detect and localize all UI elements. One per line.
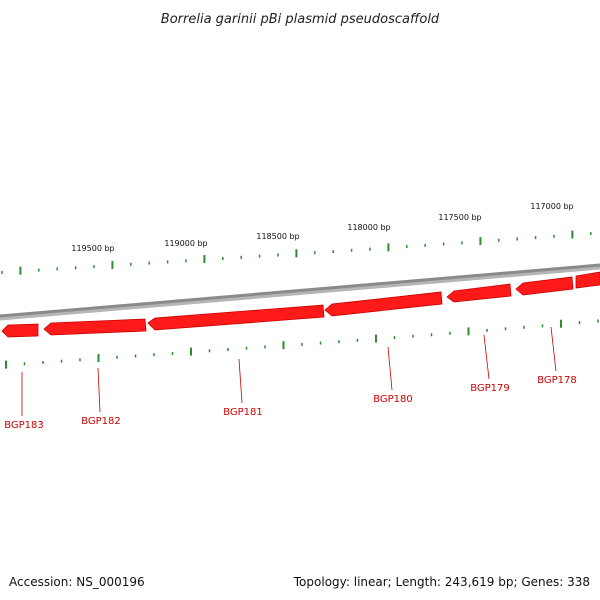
leader-bgp180 [387, 346, 393, 391]
gene-arrow-bgp178[interactable] [515, 276, 574, 296]
gene-label-bgp181[interactable]: BGP181 [223, 407, 263, 418]
gene-arrow-bgp183[interactable] [1, 323, 39, 338]
scale-label-118000: 118000 bp [347, 223, 390, 232]
leader-bgp182 [97, 367, 101, 413]
gene-arrow-bgp180[interactable] [324, 291, 443, 317]
scale-label-118500: 118500 bp [256, 232, 299, 241]
backbone-track [0, 263, 600, 318]
scale-labels: 119500 bp 119000 bp 118500 bp 118000 bp … [71, 202, 573, 253]
scale-label-117000: 117000 bp [530, 202, 573, 211]
gene-label-leaders [21, 326, 557, 416]
outer-tick-marks [1, 230, 592, 275]
scale-label-119500: 119500 bp [71, 244, 114, 253]
scale-label-119000: 119000 bp [164, 239, 207, 248]
backbone-shadow [0, 264, 600, 321]
gene-label-bgp178[interactable]: BGP178 [537, 375, 577, 386]
leader-bgp179 [483, 334, 490, 380]
gene-arrow-bgp181[interactable] [147, 304, 325, 331]
scale-label-117500: 117500 bp [438, 213, 481, 222]
gene-labels: BGP183 BGP182 BGP181 BGP180 BGP179 BGP17… [4, 375, 577, 431]
map-title: Borrelia garinii pBi plasmid pseudoscaff… [161, 12, 440, 27]
leader-bgp178 [550, 326, 557, 372]
topology-summary: Topology: linear; Length: 243,619 bp; Ge… [293, 575, 590, 589]
gene-features [1, 271, 600, 338]
gene-label-bgp180[interactable]: BGP180 [373, 394, 413, 405]
gene-arrow-bgp179[interactable] [446, 283, 512, 303]
gene-label-bgp182[interactable]: BGP182 [81, 416, 121, 427]
gene-arrow-bgp182[interactable] [43, 318, 147, 336]
inner-tick-marks [5, 319, 599, 369]
gene-arrow-partial [575, 271, 600, 289]
gene-label-bgp179[interactable]: BGP179 [470, 383, 510, 394]
leader-bgp181 [238, 358, 243, 404]
accession-text: Accession: NS_000196 [9, 575, 145, 589]
gene-label-bgp183[interactable]: BGP183 [4, 420, 44, 431]
